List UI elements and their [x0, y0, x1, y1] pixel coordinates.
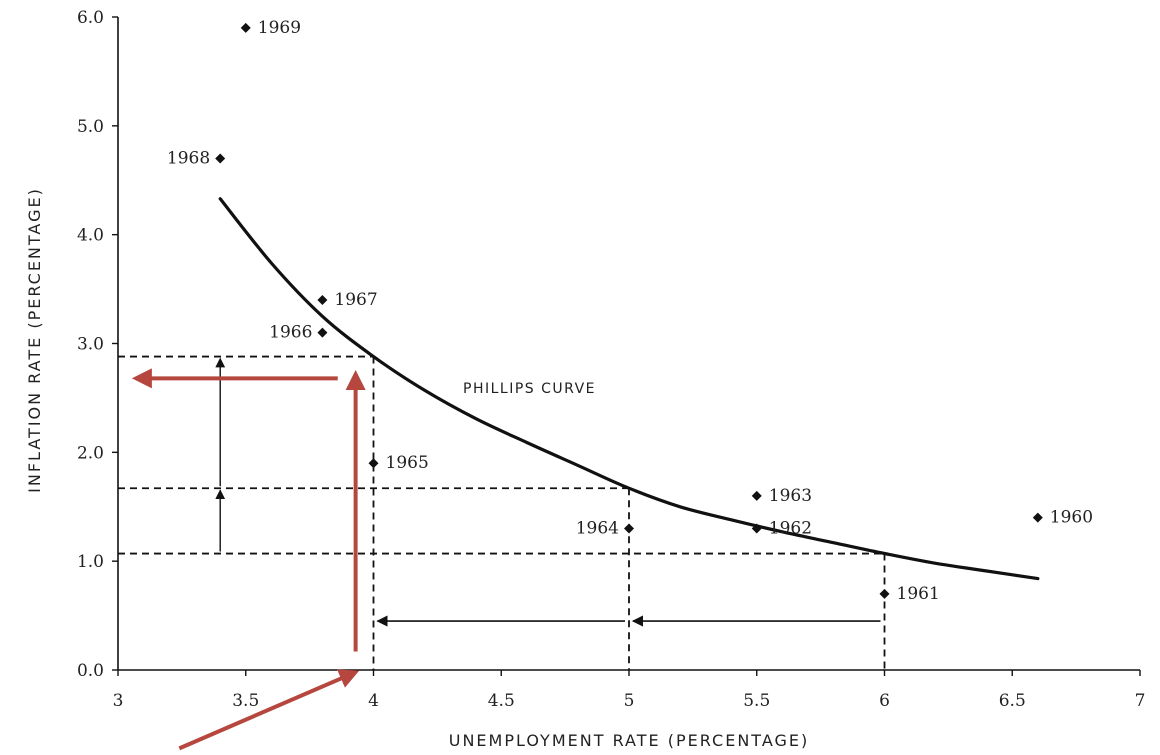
x-tick-label: 6 [879, 691, 890, 711]
data-point-label: 1962 [769, 519, 812, 539]
data-point-marker [751, 523, 762, 534]
data-point-label: 1965 [386, 453, 429, 473]
data-point-label: 1964 [576, 519, 619, 539]
data-point-marker [879, 588, 890, 599]
data-point-marker [317, 294, 328, 305]
x-tick-label: 3 [113, 691, 124, 711]
y-tick-label: 1.0 [77, 552, 104, 572]
y-tick-label: 4.0 [77, 226, 104, 246]
data-points: 1960 1961 1962 1963 1964 1965 1966 1967 1968 1969 [167, 18, 1093, 604]
x-tick-label: 4.5 [488, 691, 515, 711]
red-annotation-arrow [178, 669, 360, 751]
y-tick-label: 6.0 [77, 8, 104, 28]
y-tick-label: 5.0 [77, 117, 104, 137]
x-tick-label: 7 [1135, 691, 1146, 711]
y-axis-title: INFLATION RATE (PERCENTAGE) [25, 187, 44, 493]
data-point-marker [751, 490, 762, 501]
x-tick-label: 3.5 [232, 691, 259, 711]
guide-lines [118, 355, 886, 670]
y-tick-label: 0.0 [77, 661, 104, 681]
x-tick-label: 5.5 [743, 691, 770, 711]
x-tick-label: 5 [624, 691, 635, 711]
data-point-marker [240, 22, 251, 33]
data-point-label: 1968 [167, 148, 210, 168]
data-point-marker [624, 523, 634, 534]
data-point-marker [215, 153, 226, 164]
data-point-marker [317, 327, 328, 338]
y-tick-label: 2.0 [77, 443, 104, 463]
data-point-label: 1960 [1050, 508, 1093, 528]
red-annotation-arrows [131, 368, 366, 751]
y-tick-label: 3.0 [77, 335, 104, 355]
x-tick-label: 6.5 [999, 691, 1026, 711]
data-point-label: 1966 [269, 323, 312, 343]
data-point-label: 1969 [258, 18, 301, 38]
curve-line [218, 197, 1040, 581]
x-tick-label: 4 [368, 691, 379, 711]
data-point-label: 1963 [769, 486, 812, 506]
axis-ticks: 3 3.5 4 4.5 5 5.5 6 6.5 7 0.0 1.0 2.0 3.0 4.0 5.0 6.0 [77, 8, 1145, 711]
curve-label: PHILLIPS CURVE [463, 381, 596, 397]
x-axis-title: UNEMPLOYMENT RATE (PERCENTAGE) [449, 731, 809, 750]
data-point-marker [1032, 512, 1043, 523]
data-point-label: 1961 [897, 584, 940, 604]
data-point-label: 1967 [334, 290, 377, 310]
phillips-curve [218, 197, 1040, 581]
data-point-marker [368, 458, 379, 469]
